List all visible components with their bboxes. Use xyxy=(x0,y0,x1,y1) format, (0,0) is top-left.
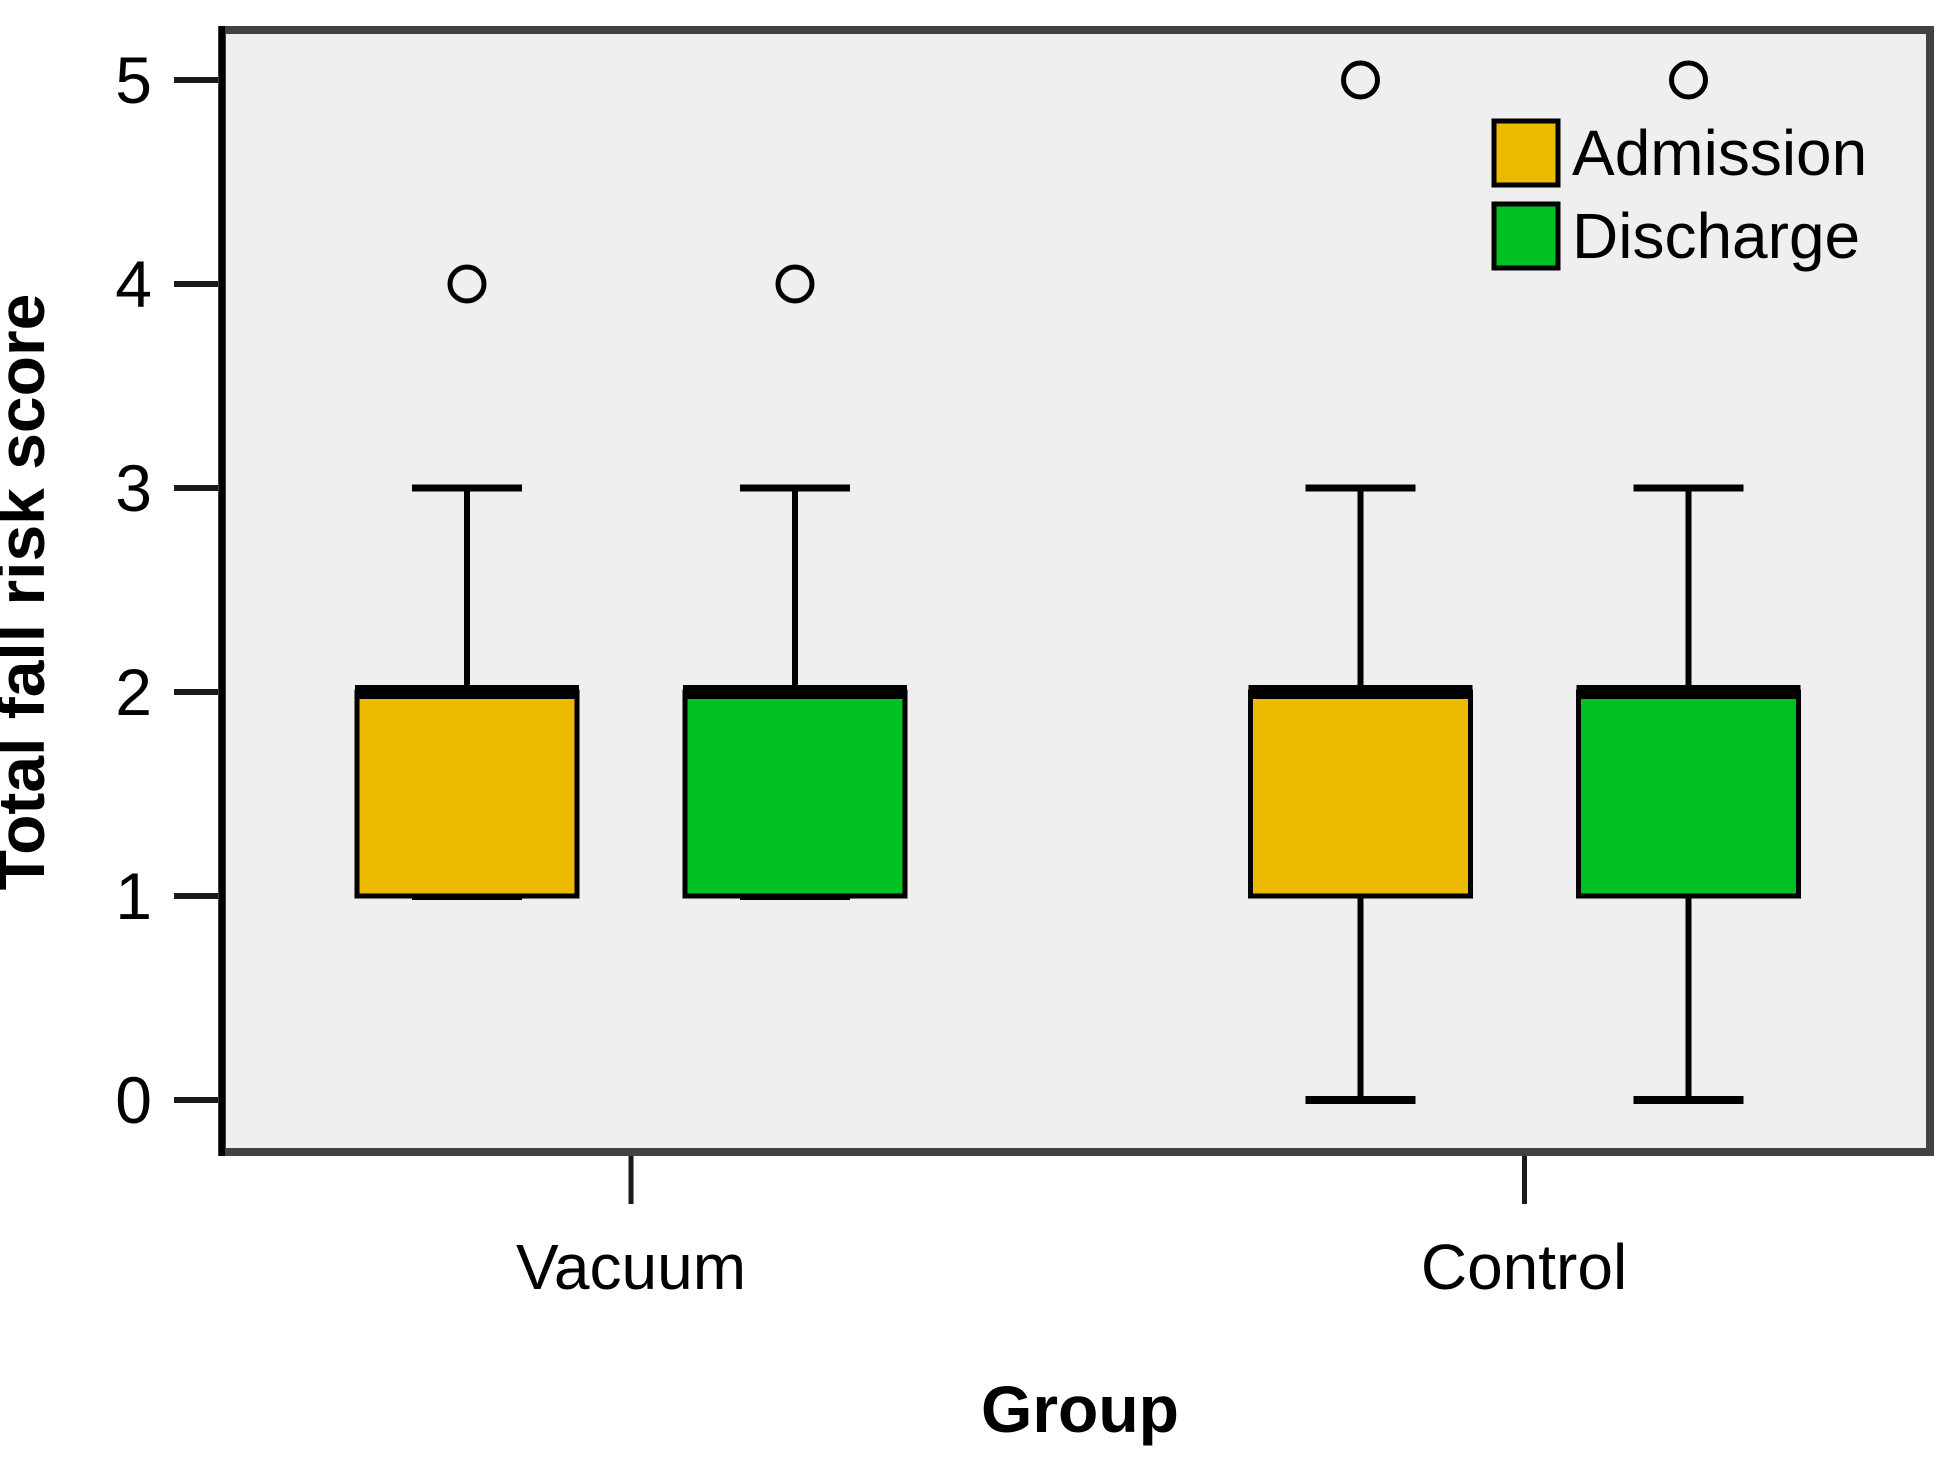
boxplot-series xyxy=(354,60,1801,1104)
box-admission-vacuum xyxy=(354,689,580,899)
outlier-point-discharge-control xyxy=(1669,60,1708,100)
y-axis-title: Total fall risk score xyxy=(0,294,58,891)
plot-area xyxy=(222,30,1930,1152)
y-tick-label: 2 xyxy=(115,655,152,729)
y-tick-label: 1 xyxy=(115,859,152,933)
axis-ticks: 0 1 2 3 4 5 xyxy=(115,43,1527,1204)
box-discharge-control xyxy=(1576,689,1801,899)
box-admission-control xyxy=(1248,689,1473,899)
median-line-admission-control xyxy=(1248,685,1473,699)
box-discharge-vacuum xyxy=(682,689,908,899)
legend-label-admission: Admission xyxy=(1572,117,1867,189)
x-axis-title: Group xyxy=(981,1372,1179,1446)
legend-swatch-discharge xyxy=(1491,201,1561,271)
y-tick-label: 3 xyxy=(115,451,152,525)
legend-label-discharge: Discharge xyxy=(1572,200,1860,272)
y-tick-label: 0 xyxy=(115,1063,152,1137)
median-line-discharge-control xyxy=(1576,685,1801,699)
median-line-admission-vacuum xyxy=(355,685,579,699)
x-category-label-control: Control xyxy=(1421,1231,1627,1303)
median-line-discharge-vacuum xyxy=(683,685,907,699)
legend: Admission Discharge xyxy=(1491,117,1867,272)
outlier-point-admission-vacuum xyxy=(447,264,487,304)
x-category-label-vacuum: Vacuum xyxy=(516,1231,746,1303)
outlier-point-admission-control xyxy=(1341,60,1380,100)
outlier-point-discharge-vacuum xyxy=(775,264,815,304)
y-tick-label: 5 xyxy=(115,43,152,117)
legend-swatch-admission xyxy=(1491,118,1561,188)
y-tick-label: 4 xyxy=(115,247,152,321)
